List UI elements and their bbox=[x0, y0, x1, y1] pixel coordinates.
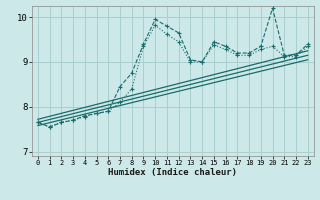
X-axis label: Humidex (Indice chaleur): Humidex (Indice chaleur) bbox=[108, 168, 237, 177]
